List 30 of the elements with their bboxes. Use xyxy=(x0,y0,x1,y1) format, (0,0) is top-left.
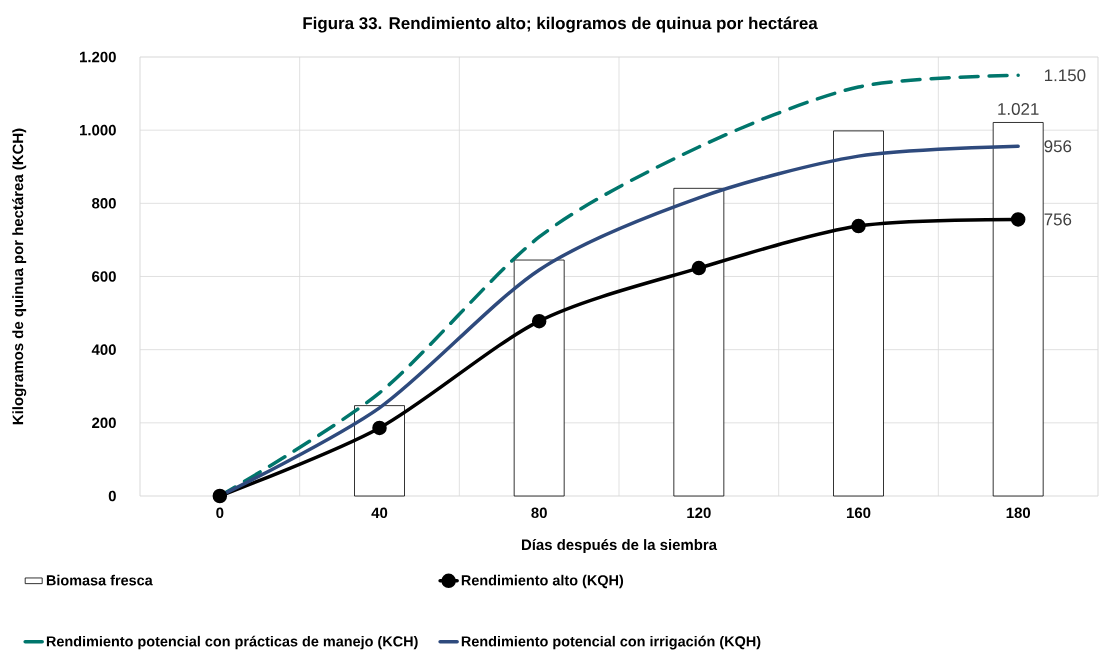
legend-label: Biomasa fresca xyxy=(46,574,153,586)
y-axis-title: Kilogramos de quinua por hectárea (KCH) xyxy=(12,128,27,425)
chart-title: Figura 33. Rendimiento alto; kilogramos de quinua por hectárea xyxy=(303,16,818,33)
point xyxy=(212,488,228,504)
x-tick-label: 0 xyxy=(216,507,224,519)
y-tick-label: 1.200 xyxy=(80,51,116,63)
x-tick-label: 120 xyxy=(687,507,711,519)
y-tick-label: 400 xyxy=(91,344,116,355)
data-label: 1.150 xyxy=(1044,69,1086,82)
legend-label: Rendimiento alto (KQH) xyxy=(461,574,624,589)
point xyxy=(851,218,866,234)
point xyxy=(1010,212,1026,227)
x-axis-title: Días después de la siembra xyxy=(521,538,718,553)
data-label: 1.021 xyxy=(998,102,1039,115)
y-tick-label: 200 xyxy=(92,417,116,429)
y-tick-label: 1.000 xyxy=(80,124,116,136)
x-tick-label: 180 xyxy=(1006,507,1031,519)
point xyxy=(372,420,387,436)
y-tick-label: 0 xyxy=(108,490,116,502)
point xyxy=(691,260,707,276)
x-tick-label: 80 xyxy=(531,507,547,519)
data-label: 756 xyxy=(1044,213,1072,226)
y-tick-label: 800 xyxy=(92,198,116,209)
data-label: 956 xyxy=(1044,140,1072,153)
point xyxy=(531,313,547,329)
y-tick-label: 600 xyxy=(92,271,116,282)
legend-label: Rendimiento potencial con irrigación (KQH) xyxy=(461,635,761,650)
x-tick-label: 160 xyxy=(846,507,871,519)
x-tick-label: 40 xyxy=(371,507,388,519)
legend-label: Rendimiento potencial con prácticas de manejo (KCH) xyxy=(46,635,418,650)
